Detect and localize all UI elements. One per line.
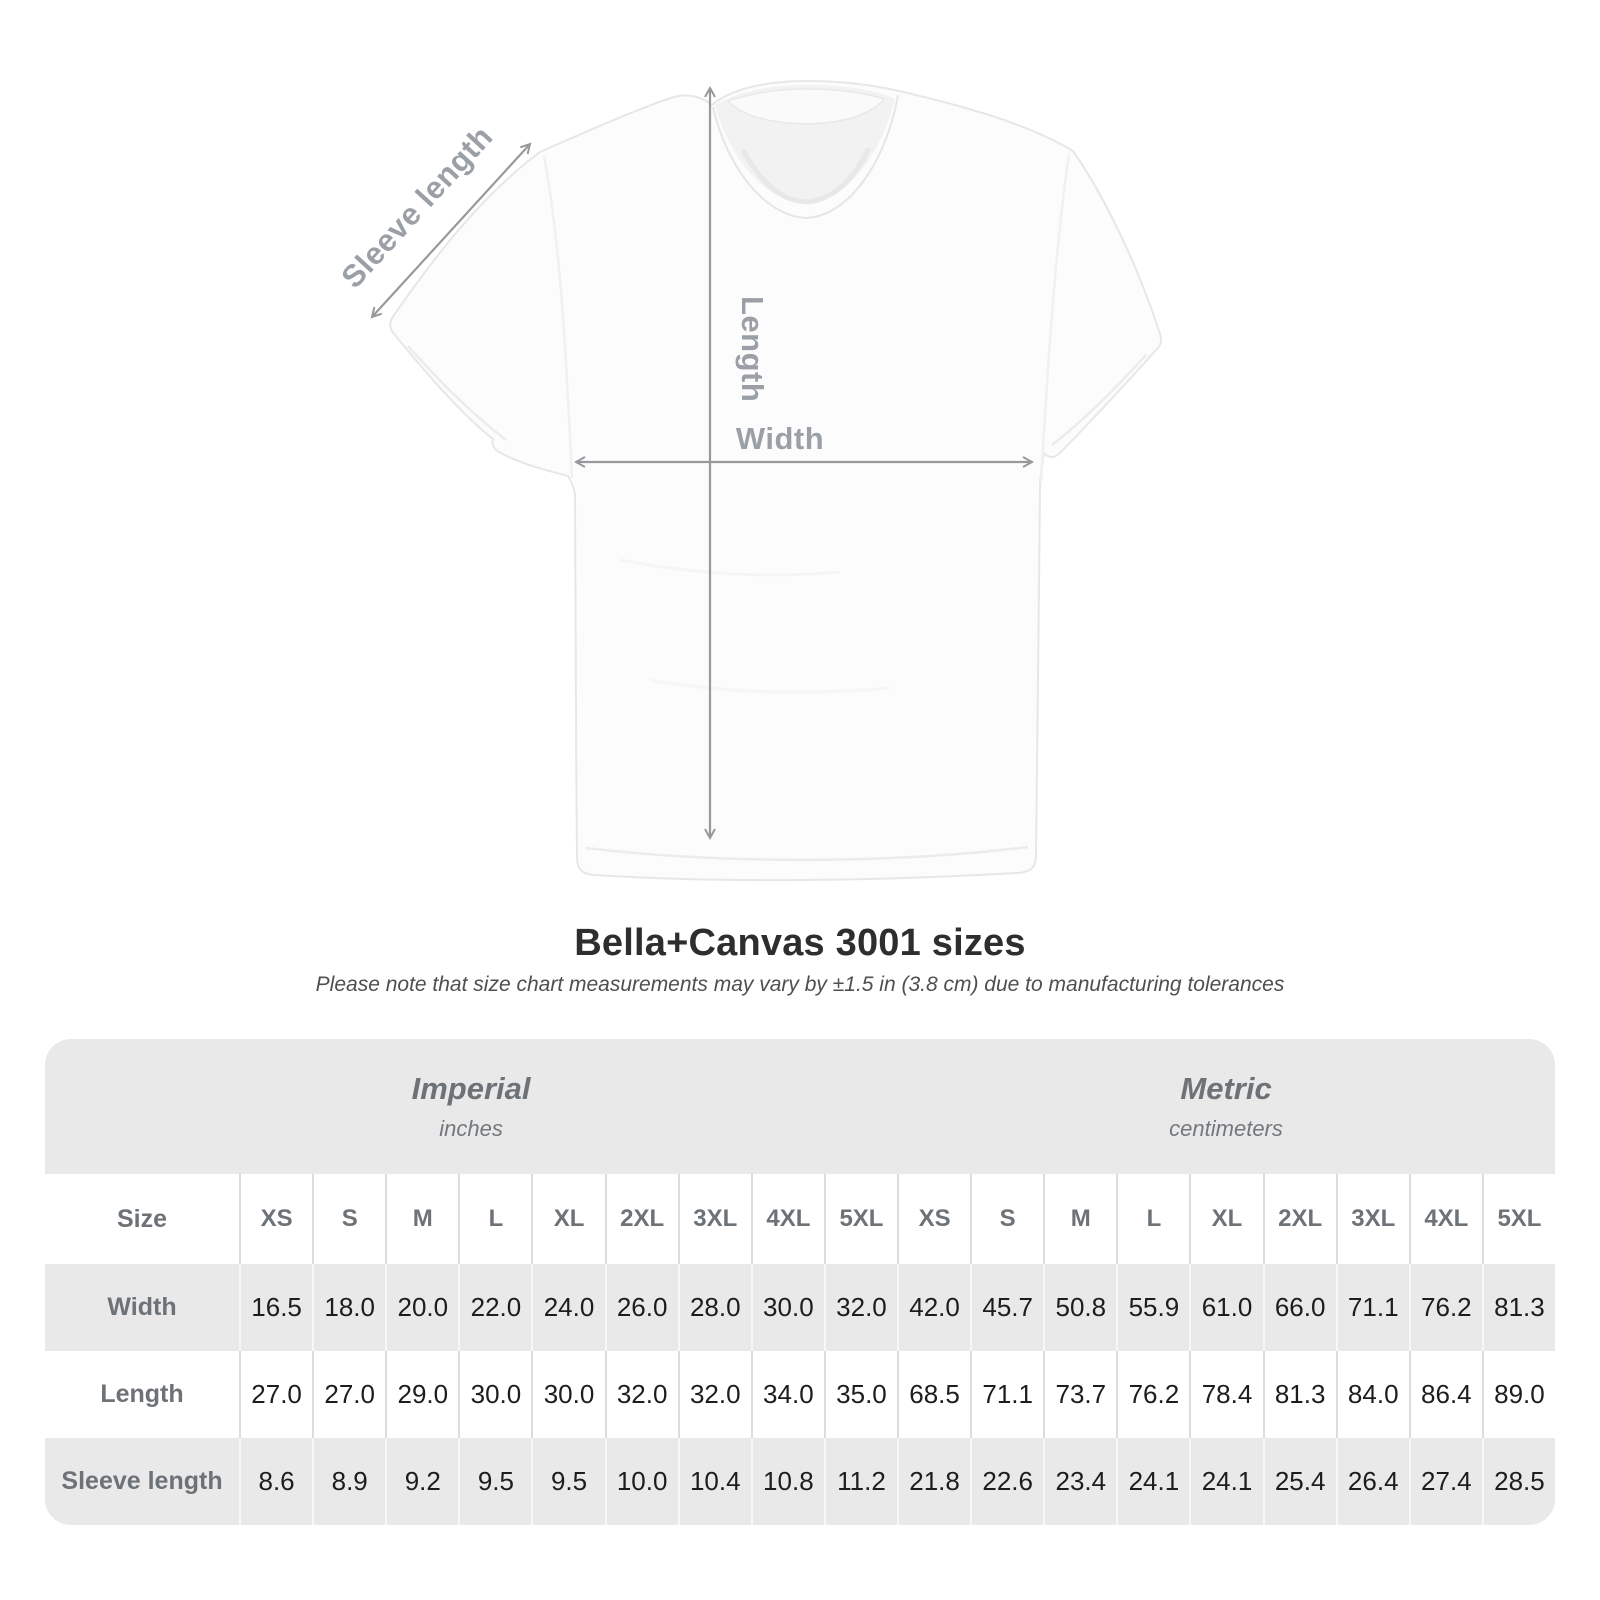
measurement-arrows	[370, 85, 1035, 841]
table-cell: 10.0	[604, 1438, 678, 1525]
table-cell: 71.1	[1335, 1264, 1409, 1351]
row-label: Sleeve length	[61, 1467, 223, 1495]
table-cell: 9.5	[458, 1438, 531, 1525]
length-row: Length 27.0 27.0 29.0 30.0 30.0 32.0 32.…	[45, 1351, 1555, 1438]
size-col-header: 5XL	[823, 1174, 897, 1264]
table-cell: 26.0	[604, 1264, 678, 1351]
size-col-header: 3XL	[677, 1174, 751, 1264]
size-col-header: L	[1116, 1174, 1189, 1264]
table-cell: 10.8	[750, 1438, 824, 1525]
table-cell: 84.0	[1335, 1351, 1409, 1438]
table-cell: 81.3	[1262, 1351, 1336, 1438]
tolerance-note: Please note that size chart measurements…	[315, 973, 1285, 996]
table-cell: 30.0	[458, 1351, 531, 1438]
length-measure-label: Length	[735, 296, 770, 402]
table-cell: 20.0	[385, 1264, 458, 1351]
imperial-group-header: Imperial inches	[45, 1039, 897, 1174]
table-cell: 11.2	[823, 1438, 897, 1525]
table-cell: 73.7	[1043, 1351, 1116, 1438]
size-header-label: Size	[117, 1204, 168, 1233]
table-cell: 24.0	[531, 1264, 604, 1351]
table-cell: 34.0	[750, 1351, 824, 1438]
table-cell: 45.7	[970, 1264, 1043, 1351]
table-cell: 32.0	[677, 1351, 751, 1438]
size-col-header: XS	[897, 1174, 970, 1264]
unit-group-header: Imperial inches Metric centimeters	[45, 1039, 1555, 1174]
imperial-title: Imperial	[411, 1071, 531, 1106]
table-cell: 18.0	[312, 1264, 385, 1351]
table-cell: 10.4	[677, 1438, 751, 1525]
table-cell: 24.1	[1116, 1438, 1189, 1525]
size-col-header: XL	[531, 1174, 604, 1264]
row-label: Width	[107, 1293, 177, 1321]
size-col-header: L	[458, 1174, 531, 1264]
table-cell: 25.4	[1262, 1438, 1336, 1525]
size-col-header: XL	[1189, 1174, 1262, 1264]
table-cell: 32.0	[604, 1351, 678, 1438]
table-cell: 32.0	[823, 1264, 897, 1351]
table-cell: 66.0	[1262, 1264, 1336, 1351]
table-cell: 27.0	[312, 1351, 385, 1438]
size-col-header: XS	[239, 1174, 312, 1264]
table-cell: 26.4	[1335, 1438, 1409, 1525]
table-cell: 24.1	[1189, 1438, 1262, 1525]
metric-title: Metric	[1180, 1071, 1272, 1106]
imperial-unit: inches	[439, 1116, 503, 1141]
size-col-header: 2XL	[604, 1174, 678, 1264]
sleeve-length-arrow	[370, 142, 532, 319]
tshirt-illustration: Width Length Sleeve length	[334, 80, 1163, 882]
table-cell: 76.2	[1408, 1264, 1482, 1351]
size-table: Imperial inches Metric centimeters Size …	[45, 1039, 1555, 1525]
metric-unit: centimeters	[1169, 1116, 1283, 1141]
size-col-header: 2XL	[1262, 1174, 1336, 1264]
table-cell: 55.9	[1116, 1264, 1189, 1351]
table-cell: 29.0	[385, 1351, 458, 1438]
table-cell: 9.5	[531, 1438, 604, 1525]
size-col-header: 4XL	[1408, 1174, 1482, 1264]
table-cell: 81.3	[1481, 1264, 1555, 1351]
table-cell: 22.0	[458, 1264, 531, 1351]
sleeve-length-row: Sleeve length 8.6 8.9 9.2 9.5 9.5 10.0 1…	[45, 1438, 1555, 1525]
table-cell: 8.9	[312, 1438, 385, 1525]
table-cell: 35.0	[823, 1351, 897, 1438]
table-cell: 68.5	[897, 1351, 970, 1438]
table-cell: 61.0	[1189, 1264, 1262, 1351]
page-title: Bella+Canvas 3001 sizes	[574, 922, 1026, 964]
table-cell: 89.0	[1481, 1351, 1555, 1438]
table-cell: 28.5	[1481, 1438, 1555, 1525]
table-cell: 86.4	[1408, 1351, 1482, 1438]
table-cell: 30.0	[750, 1264, 824, 1351]
tshirt-measurement-diagram: Width Length Sleeve length	[334, 80, 1163, 882]
tshirt-shape	[389, 80, 1163, 882]
size-col-header: 3XL	[1335, 1174, 1409, 1264]
table-cell: 42.0	[897, 1264, 970, 1351]
table-cell: 28.0	[677, 1264, 751, 1351]
size-col-header: S	[970, 1174, 1043, 1264]
table-cell: 71.1	[970, 1351, 1043, 1438]
table-cell: 8.6	[239, 1438, 312, 1525]
table-cell: 27.4	[1408, 1438, 1482, 1525]
table-cell: 21.8	[897, 1438, 970, 1525]
table-cell: 16.5	[239, 1264, 312, 1351]
width-measure-label: Width	[736, 421, 824, 456]
table-cell: 76.2	[1116, 1351, 1189, 1438]
size-col-header: M	[385, 1174, 458, 1264]
width-row: Width 16.5 18.0 20.0 22.0 24.0 26.0 28.0…	[45, 1264, 1555, 1351]
table-cell: 50.8	[1043, 1264, 1116, 1351]
size-col-header: M	[1043, 1174, 1116, 1264]
size-col-header: 4XL	[750, 1174, 824, 1264]
size-header-row: Size XS S M L XL 2XL 3XL 4XL 5XL XS S M …	[45, 1174, 1555, 1264]
size-col-header: S	[312, 1174, 385, 1264]
metric-group-header: Metric centimeters	[897, 1039, 1555, 1174]
table-cell: 22.6	[970, 1438, 1043, 1525]
table-cell: 30.0	[531, 1351, 604, 1438]
table-cell: 27.0	[239, 1351, 312, 1438]
table-cell: 78.4	[1189, 1351, 1262, 1438]
size-col-header: 5XL	[1481, 1174, 1555, 1264]
row-label: Length	[100, 1380, 184, 1408]
table-cell: 23.4	[1043, 1438, 1116, 1525]
table-cell: 9.2	[385, 1438, 458, 1525]
